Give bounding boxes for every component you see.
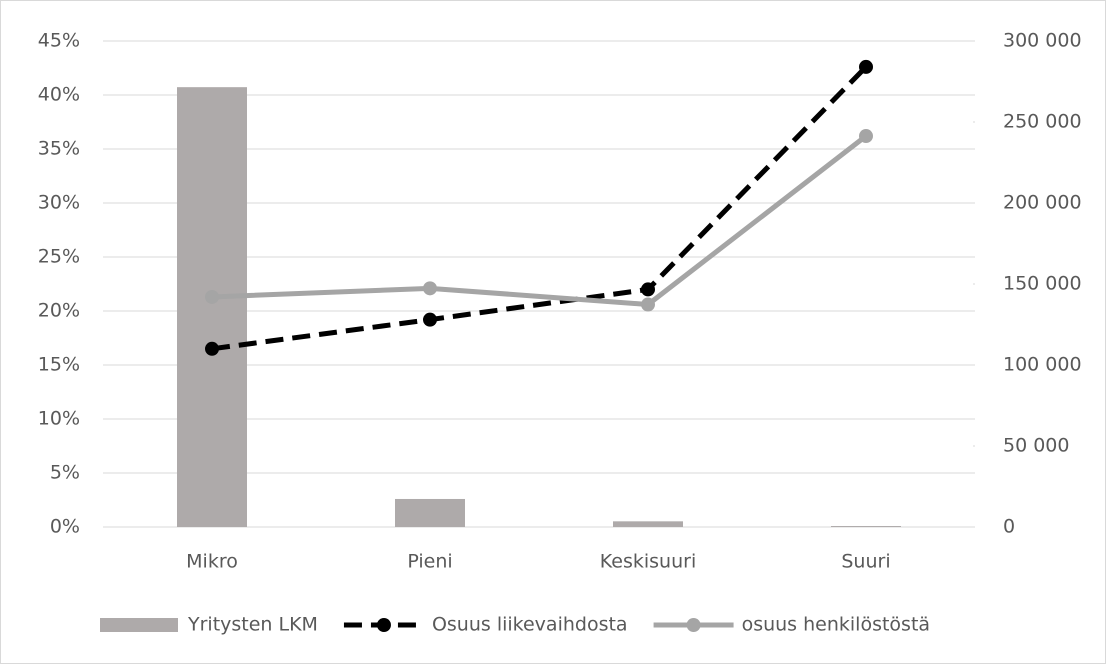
bar: [613, 521, 683, 527]
line-marker: [205, 289, 219, 304]
line-marker: [641, 282, 655, 297]
line-marker: [859, 129, 873, 144]
x-tick-label: Suuri: [841, 551, 890, 573]
y2-tick-label: 150 000: [1003, 273, 1082, 295]
line-marker: [423, 312, 437, 327]
legend-marker: [686, 618, 701, 632]
legend-label: Yritysten LKM: [187, 614, 318, 636]
y-tick-label: 45%: [38, 30, 80, 52]
y-tick-label: 20%: [38, 300, 80, 322]
x-tick-label: Pieni: [407, 551, 452, 573]
line-marker: [423, 281, 437, 296]
bar: [177, 87, 247, 528]
legend-marker: [376, 618, 391, 632]
x-tick-label: Keskisuuri: [600, 551, 696, 573]
line-marker: [205, 341, 219, 356]
y2-tick-label: 50 000: [1003, 435, 1069, 457]
y-tick-label: 5%: [50, 462, 80, 484]
bar: [395, 498, 465, 527]
y-tick-label: 30%: [38, 192, 80, 214]
y2-tick-label: 0: [1003, 516, 1015, 538]
line-marker: [641, 297, 655, 312]
legend-swatch: [100, 618, 178, 632]
y-tick-label: 0%: [50, 516, 80, 538]
y-tick-label: 15%: [38, 354, 80, 376]
y2-tick-label: 100 000: [1003, 354, 1082, 376]
y-tick-label: 25%: [38, 246, 80, 268]
y-tick-label: 40%: [38, 84, 80, 106]
y2-tick-label: 200 000: [1003, 192, 1082, 214]
line: [211, 134, 868, 308]
legend-label: Osuus liikevaihdosta: [432, 614, 628, 636]
y2-tick-label: 300 000: [1003, 30, 1082, 52]
bar: [831, 526, 901, 527]
y-tick-label: 35%: [38, 138, 80, 160]
line-marker: [859, 59, 873, 74]
x-tick-label: Mikro: [186, 551, 238, 573]
legend-label: osuus henkilöstöstä: [742, 614, 930, 636]
y-tick-label: 10%: [38, 408, 80, 430]
y2-tick-label: 250 000: [1003, 111, 1082, 133]
line: [211, 65, 868, 352]
